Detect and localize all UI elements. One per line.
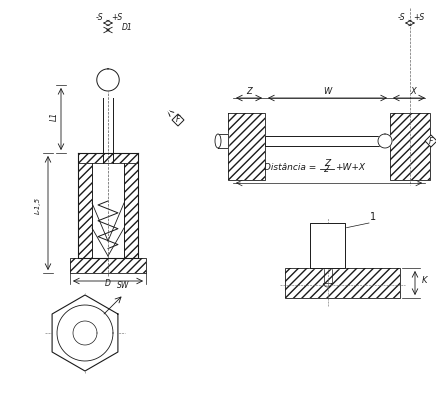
Text: -S: -S — [397, 13, 405, 22]
Polygon shape — [52, 295, 118, 371]
Text: 2: 2 — [324, 165, 330, 174]
Text: W: W — [324, 87, 332, 96]
Text: F: F — [176, 115, 180, 125]
Text: D1: D1 — [122, 23, 133, 32]
Ellipse shape — [215, 134, 221, 148]
Text: X: X — [410, 87, 416, 96]
Bar — [228, 113, 265, 180]
Text: K: K — [422, 276, 428, 285]
Bar — [310, 253, 345, 268]
Text: L-1,5: L-1,5 — [35, 197, 41, 214]
Polygon shape — [310, 223, 345, 268]
Polygon shape — [97, 69, 119, 91]
Polygon shape — [265, 136, 390, 146]
Text: +S: +S — [413, 13, 425, 22]
Bar — [124, 153, 138, 258]
Bar — [78, 153, 92, 258]
Text: L1: L1 — [50, 112, 58, 121]
Text: +W+X: +W+X — [335, 163, 365, 172]
Bar — [285, 268, 400, 298]
Bar — [124, 153, 138, 258]
Text: F: F — [429, 137, 433, 146]
Text: 1: 1 — [370, 212, 376, 222]
Text: Z: Z — [246, 87, 252, 96]
Text: +S: +S — [111, 13, 123, 22]
FancyArrowPatch shape — [167, 110, 176, 118]
Polygon shape — [378, 134, 392, 148]
Polygon shape — [218, 134, 228, 148]
Bar — [390, 113, 430, 180]
Bar — [310, 253, 345, 268]
Bar — [78, 153, 138, 163]
Text: Z: Z — [324, 159, 330, 168]
Bar — [390, 113, 430, 180]
Polygon shape — [172, 114, 184, 126]
Text: SW: SW — [117, 281, 129, 290]
Text: Distância =: Distância = — [264, 163, 319, 172]
Text: D: D — [105, 279, 111, 288]
Bar — [78, 153, 138, 163]
Polygon shape — [425, 135, 436, 147]
Bar — [70, 258, 146, 273]
Bar — [285, 268, 400, 298]
Bar — [78, 153, 92, 258]
Bar — [70, 258, 146, 273]
Bar — [228, 113, 265, 180]
Text: -S: -S — [95, 13, 103, 22]
